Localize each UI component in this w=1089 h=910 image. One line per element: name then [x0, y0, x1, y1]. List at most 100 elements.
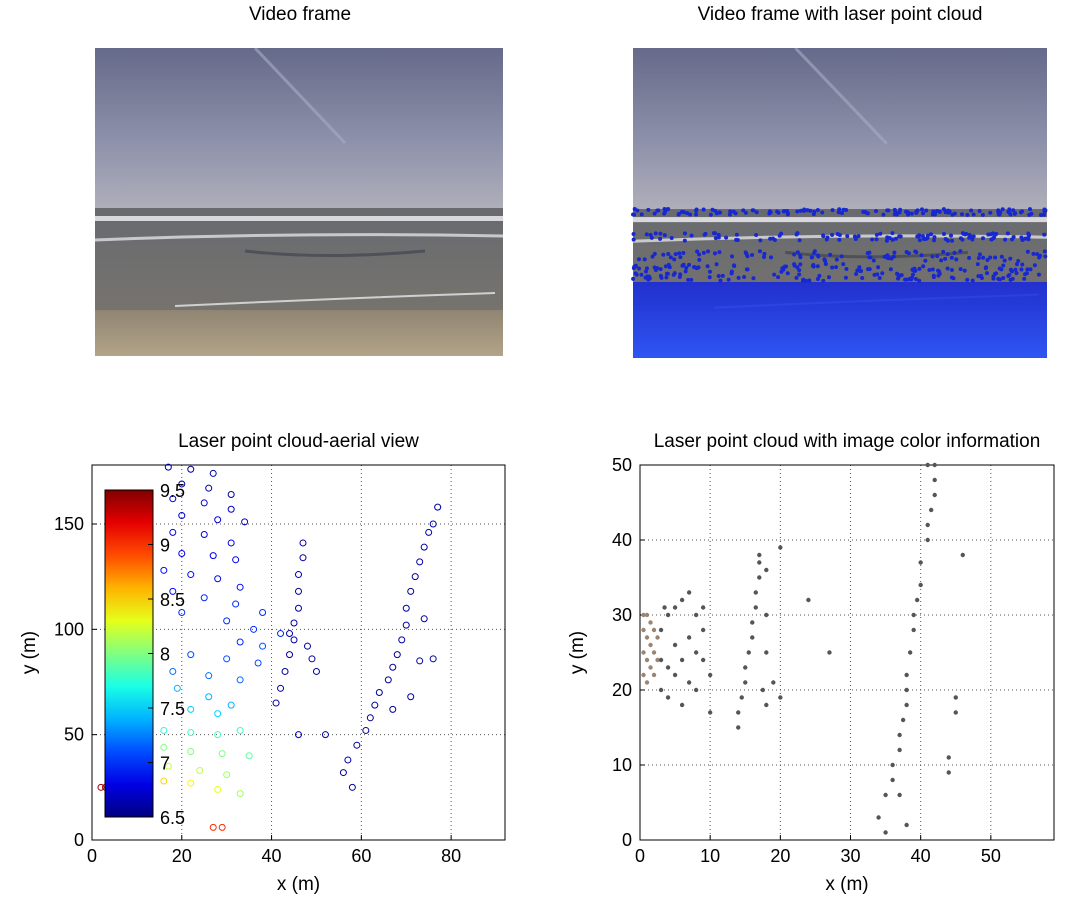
laser-dot: [939, 258, 943, 262]
laser-dot: [868, 267, 872, 271]
laser-dot: [1003, 258, 1007, 262]
point: [680, 598, 684, 602]
point: [694, 650, 698, 654]
laser-dot: [953, 212, 957, 216]
laser-dot: [905, 278, 909, 282]
point: [925, 463, 929, 467]
laser-dot: [965, 213, 969, 217]
laser-dot: [645, 274, 649, 278]
y-tick-label: 10: [612, 755, 632, 775]
laser-dot: [935, 254, 939, 258]
laser-dot: [960, 212, 964, 216]
laser-dot: [1003, 238, 1007, 242]
laser-dot: [653, 266, 657, 270]
laser-dot: [732, 210, 736, 214]
point: [954, 695, 958, 699]
laser-dot: [786, 271, 790, 275]
laser-dot: [678, 255, 682, 259]
laser-dot: [1008, 211, 1012, 215]
laser-dot: [801, 279, 805, 283]
laser-dot: [751, 276, 755, 280]
laser-dot: [821, 234, 825, 238]
point: [947, 770, 951, 774]
point: [897, 748, 901, 752]
colorbar-tick-label: 8: [160, 645, 170, 665]
laser-dot: [830, 233, 834, 237]
point: [806, 598, 810, 602]
laser-dot: [1028, 267, 1032, 271]
point: [925, 523, 929, 527]
laser-dot: [993, 255, 997, 259]
laser-dot: [677, 213, 681, 217]
laser-dot: [768, 237, 772, 241]
laser-dot: [735, 233, 739, 237]
laser-dot: [807, 278, 811, 282]
x-tick-label: 20: [770, 846, 790, 866]
laser-dot: [820, 211, 824, 215]
laser-dot: [662, 212, 666, 216]
y-tick-label: 30: [612, 605, 632, 625]
laser-dot: [1022, 277, 1026, 281]
laser-dot: [860, 276, 864, 280]
laser-dot: [885, 235, 889, 239]
point: [694, 688, 698, 692]
laser-dot: [762, 252, 766, 256]
laser-dot: [775, 209, 779, 213]
laser-dot: [1020, 262, 1024, 266]
laser-dot: [694, 213, 698, 217]
laser-dot: [827, 275, 831, 279]
laser-dot: [1042, 233, 1046, 237]
laser-dot: [872, 259, 876, 263]
laser-dot: [1009, 278, 1013, 282]
laser-dot: [792, 252, 796, 256]
laser-dot: [1012, 235, 1016, 239]
point: [933, 463, 937, 467]
point: [778, 695, 782, 699]
laser-dot: [670, 236, 674, 240]
laser-dot: [633, 207, 637, 211]
laser-dot: [923, 259, 927, 263]
laser-dot: [793, 264, 797, 268]
laser-dot: [660, 276, 664, 280]
laser-dot: [912, 269, 916, 273]
point: [641, 673, 645, 677]
point: [961, 553, 965, 557]
laser-dot: [889, 267, 893, 271]
laser-dot: [674, 252, 678, 256]
laser-dot: [978, 209, 982, 213]
x-tick-label: 40: [911, 846, 931, 866]
laser-dot: [866, 211, 870, 215]
laser-dot: [681, 251, 685, 255]
laser-dot: [717, 250, 721, 254]
point: [645, 635, 649, 639]
point: [736, 725, 740, 729]
laser-dot: [840, 254, 844, 258]
panel-title: Video frame: [249, 4, 351, 25]
point: [947, 755, 951, 759]
laser-dot: [727, 278, 731, 282]
point: [701, 628, 705, 632]
y-tick-label: 50: [612, 455, 632, 475]
point: [652, 650, 656, 654]
laser-dot: [1033, 263, 1037, 267]
laser-dot: [914, 277, 918, 281]
laser-dot: [989, 232, 993, 236]
laser-dot: [905, 250, 909, 254]
laser-dot: [678, 275, 682, 279]
point: [897, 733, 901, 737]
laser-dot: [713, 251, 717, 255]
laser-dot: [921, 264, 925, 268]
point: [662, 605, 666, 609]
laser-dot: [946, 211, 950, 215]
laser-dot: [659, 267, 663, 271]
point: [764, 568, 768, 572]
laser-dot: [632, 238, 636, 242]
laser-dot: [943, 257, 947, 261]
colorbar-tick-label: 7: [160, 754, 170, 774]
laser-dot: [751, 208, 755, 212]
laser-dot: [1001, 263, 1005, 267]
laser-dot: [951, 276, 955, 280]
laser-dot: [961, 231, 965, 235]
laser-dot: [920, 253, 924, 257]
